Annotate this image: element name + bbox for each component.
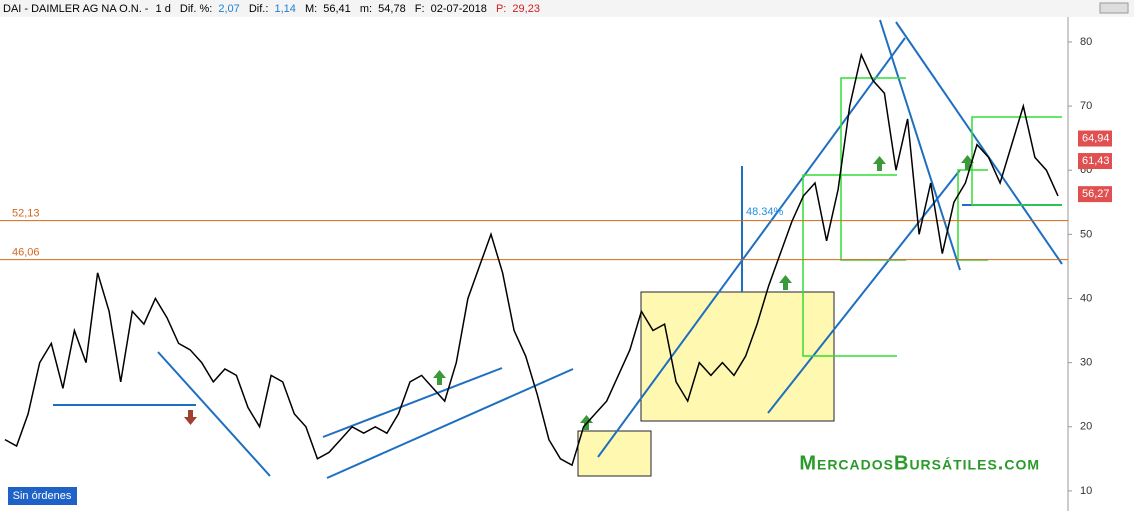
y-tick-label: 20 <box>1080 421 1092 433</box>
label: Dif. %: <box>180 3 212 15</box>
symbol: DAI - DAIMLER AG NA O.N. - <box>3 3 149 15</box>
value: 56,41 <box>323 3 351 15</box>
y-tick-label: 40 <box>1080 292 1092 304</box>
orders-button-label[interactable]: Sin órdenes <box>13 490 72 502</box>
price-tag <box>1078 130 1112 147</box>
label: M: <box>305 3 317 15</box>
level-label: 52,13 <box>12 208 40 220</box>
price-tag-label: 56,27 <box>1082 188 1110 200</box>
price-tag-label: 61,43 <box>1082 155 1110 167</box>
y-tick-label: 70 <box>1080 100 1092 112</box>
value: 2,07 <box>218 3 239 15</box>
value: 29,23 <box>512 3 540 15</box>
window-button[interactable] <box>1099 2 1129 14</box>
level-label: 46,06 <box>12 247 40 259</box>
y-tick-label: 50 <box>1080 228 1092 240</box>
label: Dif.: <box>249 3 269 15</box>
data-layer: 102030405060708052,1346,0664,9461,4356,2… <box>0 36 1112 497</box>
y-tick-label: 30 <box>1080 357 1092 369</box>
range-box <box>640 291 835 422</box>
value: 54,78 <box>378 3 406 15</box>
label: m: <box>360 3 372 15</box>
watermark: MercadosBursátiles.com <box>799 452 1040 474</box>
price-tag <box>1078 153 1112 170</box>
price-tag <box>1078 186 1112 203</box>
y-tick-label: 10 <box>1080 485 1092 497</box>
label: F: <box>415 3 425 15</box>
price-tag-label: 64,94 <box>1082 132 1110 144</box>
annotation: 48.34% <box>746 206 784 218</box>
header-bar <box>0 0 1134 17</box>
orders-button[interactable] <box>8 487 77 505</box>
value: 02-07-2018 <box>431 3 487 15</box>
label: P: <box>496 3 506 15</box>
y-tick-label: 80 <box>1080 36 1092 48</box>
range-box <box>577 430 652 477</box>
price-line <box>4 52 1059 467</box>
value: 1,14 <box>274 3 295 15</box>
header: DAI - DAIMLER AG NA O.N. - 1 d Dif. %: 2… <box>3 3 540 15</box>
period: 1 d <box>156 3 171 15</box>
